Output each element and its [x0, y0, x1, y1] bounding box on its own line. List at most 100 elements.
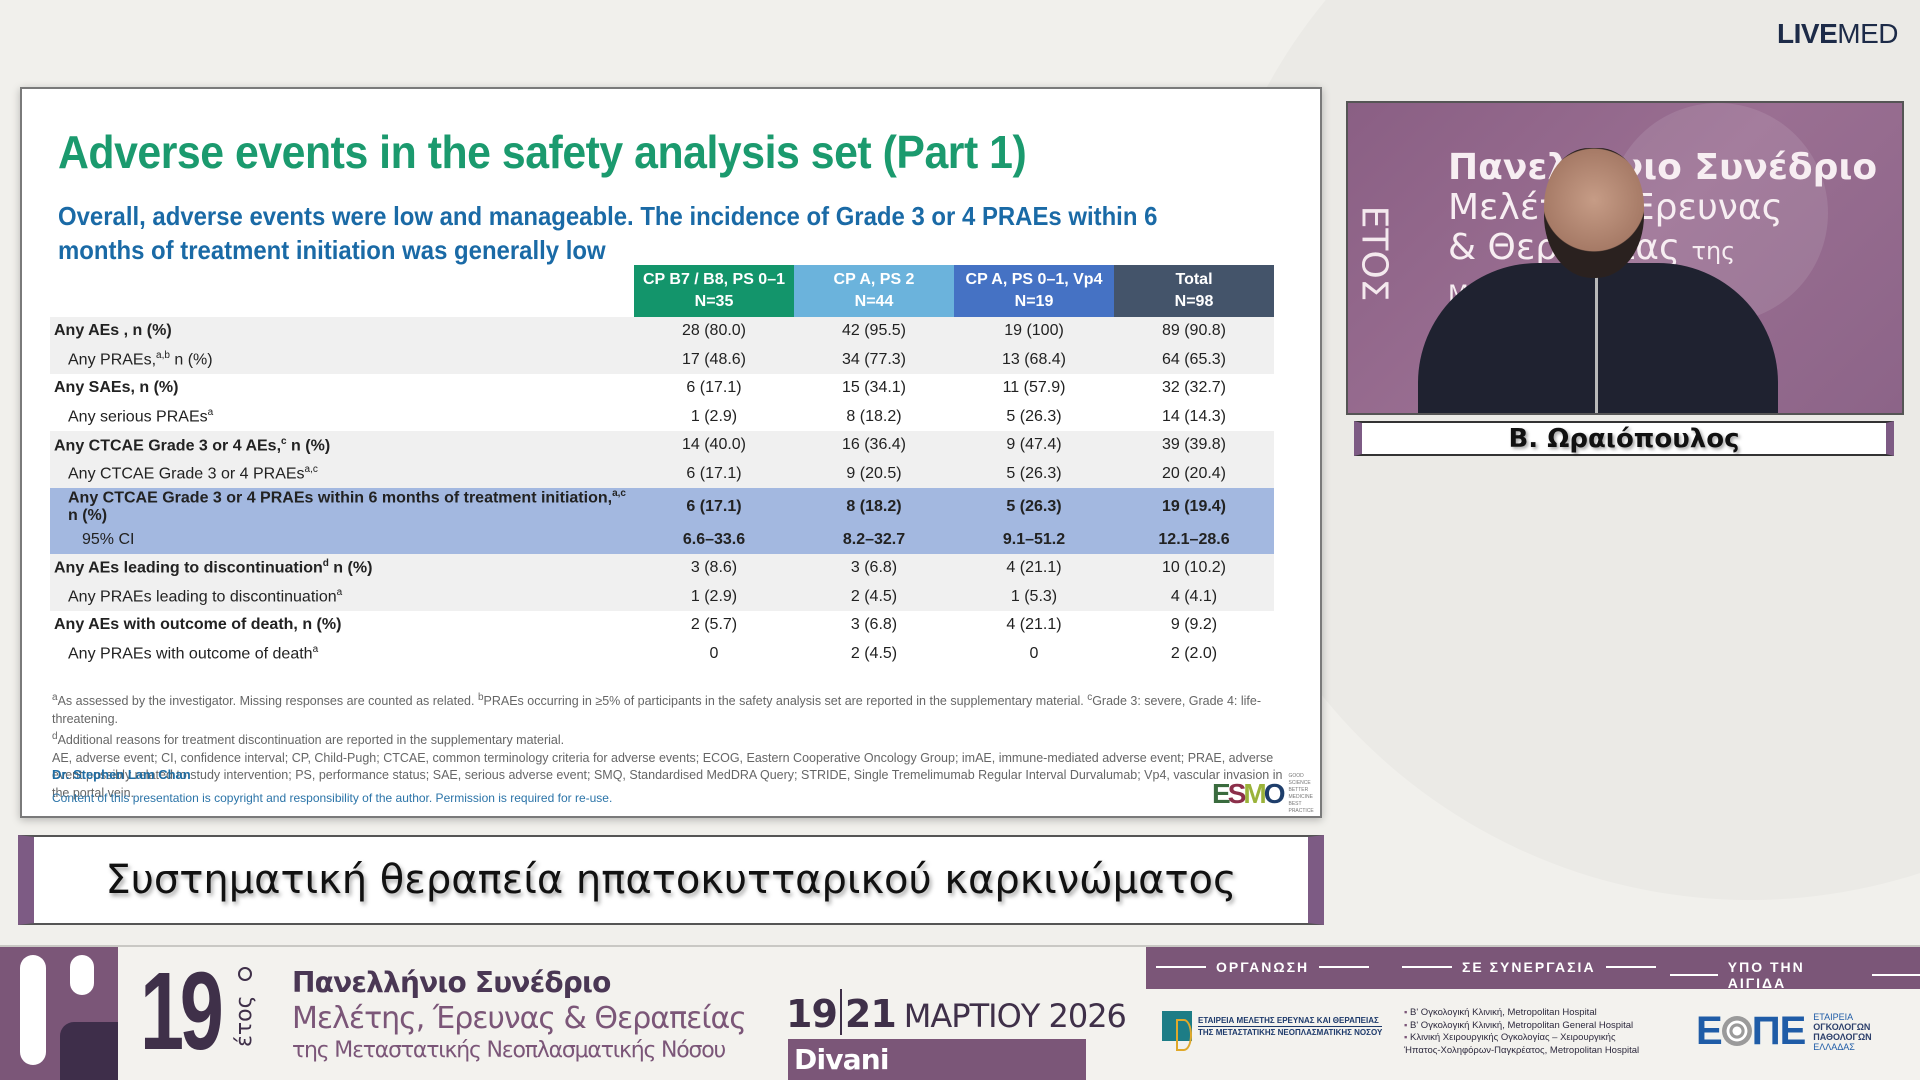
cell: 6 (17.1) — [634, 488, 794, 526]
presentation-slide: Adverse events in the safety analysis se… — [20, 87, 1322, 818]
slide-author: Dr. Stephen Lam Chan — [52, 767, 191, 782]
table-row: Any AEs , n (%) 28 (80.0) 42 (95.5) 19 (… — [50, 317, 1274, 346]
speaker-head — [1544, 148, 1644, 278]
jacket-zipper — [1595, 273, 1598, 413]
cell: 6 (17.1) — [634, 459, 794, 488]
cooperation-list: Β' Ογκολογική Κλινική, Metropolitan Hosp… — [1404, 1007, 1639, 1057]
cell: 20 (20.4) — [1114, 459, 1274, 488]
table-row-highlighted: 95% CI 6.6–33.6 8.2–32.7 9.1–51.2 12.1–2… — [50, 525, 1274, 554]
cell: 3 (8.6) — [634, 553, 794, 583]
cell: 16 (36.4) — [794, 431, 954, 460]
cell: 1 (5.3) — [954, 582, 1114, 611]
column-header-cp-a-ps2: CP A, PS 2 N=44 — [794, 265, 954, 317]
conference-logo-icon — [0, 947, 118, 1080]
row-label: Any CTCAE Grade 3 or 4 AEs,c n (%) — [50, 431, 634, 460]
slide-footnotes: aAs assessed by the investigator. Missin… — [52, 689, 1302, 802]
cell: 19 (19.4) — [1114, 488, 1274, 526]
cell: 32 (32.7) — [1114, 374, 1274, 403]
cooperation-label: ΣΕ ΣΥΝΕΡΓΑΣΙΑ — [1402, 959, 1656, 975]
organizer-logo-icon — [1162, 1011, 1192, 1051]
header-blank — [50, 265, 634, 317]
row-label: 95% CI — [50, 525, 634, 554]
cell: 14 (14.3) — [1114, 402, 1274, 431]
slide-title: Adverse events in the safety analysis se… — [58, 126, 1027, 178]
row-label: Any PRAEs with outcome of deatha — [50, 639, 634, 668]
table-header-row: CP B7 / B8, PS 0–1 N=35 CP A, PS 2 N=44 CP… — [50, 265, 1274, 317]
cell: 9.1–51.2 — [954, 525, 1114, 554]
row-label: Any serious PRAEsa — [50, 402, 634, 431]
list-item: Ήπατος-Χοληφόρων-Παγκρέατος, Metropolita… — [1404, 1044, 1640, 1056]
partners-section: ΟΡΓΑΝΩΣΗ ΣΕ ΣΥΝΕΡΓΑΣΙΑ ΥΠΟ ΤΗΝ ΑΙΓΙΔΑ ΕΤ… — [1146, 947, 1920, 1080]
list-item: Β' Ογκολογική Κλινική, Metropolitan Gene… — [1404, 1020, 1639, 1033]
cell: 39 (39.8) — [1114, 431, 1274, 460]
cell: 2 (4.5) — [794, 639, 954, 668]
table-row: Any SAEs, n (%) 6 (17.1) 15 (34.1) 11 (5… — [50, 374, 1274, 403]
cell: 2 (2.0) — [1114, 639, 1274, 668]
cell: 0 — [634, 639, 794, 668]
cell: 4 (21.1) — [954, 553, 1114, 583]
table-row: Any PRAEs leading to discontinuationa 1 … — [50, 582, 1274, 611]
column-header-cp-a-vp4: CP A, PS 0–1, Vp4 N=19 — [954, 265, 1114, 317]
column-header-total: Total N=98 — [1114, 265, 1274, 317]
row-label: Any CTCAE Grade 3 or 4 PRAEsa,c — [50, 459, 634, 488]
cell: 14 (40.0) — [634, 431, 794, 460]
cell: 13 (68.4) — [954, 345, 1114, 374]
footnote-line-1: aAs assessed by the investigator. Missin… — [52, 692, 1262, 726]
cell: 1 (2.9) — [634, 402, 794, 431]
speaker-figure — [1418, 263, 1778, 413]
row-label: Any CTCAE Grade 3 or 4 PRAEs within 6 mo… — [50, 488, 634, 526]
list-item: Κλινική Χειρουργικής Ογκολογίας – Χειρου… — [1404, 1032, 1639, 1045]
footnote-line-2: dAdditional reasons for treatment discon… — [52, 731, 565, 748]
table-row-highlighted: Any CTCAE Grade 3 or 4 PRAEs within 6 mo… — [50, 488, 1274, 526]
conference-banner: 19 έτος Πανελλήνιο Συνέδριο Μελέτης, Έρε… — [0, 945, 1920, 1080]
row-label: Any AEs with outcome of death, n (%) — [50, 610, 634, 640]
footnote-abbreviations: AE, adverse event; CI, confidence interv… — [52, 750, 1283, 800]
cell: 19 (100) — [954, 317, 1114, 346]
slide-copyright: Content of this presentation is copyrigh… — [52, 791, 613, 805]
cell: 89 (90.8) — [1114, 317, 1274, 346]
list-item: Β' Ογκολογική Κλινική, Metropolitan Hosp… — [1404, 1007, 1639, 1020]
conference-venue: Divani Caravel,Αθήνα — [788, 1039, 1086, 1080]
cell: 9 (47.4) — [954, 431, 1114, 460]
table-row: Any CTCAE Grade 3 or 4 PRAEsa,c 6 (17.1)… — [50, 459, 1274, 488]
table-row: Any AEs with outcome of death, n (%) 2 (… — [50, 610, 1274, 640]
adverse-events-table: CP B7 / B8, PS 0–1 N=35 CP A, PS 2 N=44 CP… — [50, 265, 1274, 668]
esmo-logo: ESMO GOOD SCIENCE BETTER MEDICINE BEST PRA… — [1212, 773, 1314, 814]
cell: 3 (6.8) — [794, 610, 954, 640]
conference-date: 19 21 ΜΑΡΤΙΟΥ 2026 — [786, 989, 1127, 1036]
cell: 8 (18.2) — [794, 402, 954, 431]
edition-number: 19 — [140, 950, 224, 1073]
table-row: Any PRAEs,a,b n (%) 17 (48.6) 34 (77.3) … — [50, 345, 1274, 374]
cell: 6 (17.1) — [634, 374, 794, 403]
ordinal-circle-icon — [238, 967, 252, 981]
cell: 6.6–33.6 — [634, 525, 794, 554]
table-row: Any CTCAE Grade 3 or 4 AEs,c n (%) 14 (4… — [50, 431, 1274, 460]
eope-logo: Ε ΠΕ ΕΤΑΙΡΕΙΑ ΟΓΚΟΛΟΓΩΝ ΠΑΘΟΛΟΓΩΝ ΕΛΛΑΔΑΣ — [1696, 1009, 1872, 1053]
cell: 5 (26.3) — [954, 459, 1114, 488]
edition-etos: έτος — [232, 995, 257, 1047]
speaker-name-bar: Β. Ωραιόπουλος — [1354, 421, 1894, 456]
auspices-label: ΥΠΟ ΤΗΝ ΑΙΓΙΔΑ — [1670, 959, 1920, 991]
cell: 10 (10.2) — [1114, 553, 1274, 583]
conference-name: Πανελλήνιο Συνέδριο Μελέτης, Έρευνας & Θ… — [292, 966, 747, 1063]
slide-subtitle: Overall, adverse events were low and man… — [58, 201, 1158, 265]
cell: 9 (20.5) — [794, 459, 954, 488]
backdrop-etos-text: ΕΤΟΣ — [1353, 205, 1395, 302]
speaker-video-feed: ΕΤΟΣ Πανελλήνιο Συνέδριο Μελέτης, Έρευνα… — [1346, 101, 1904, 415]
swirl-icon — [1721, 1016, 1752, 1046]
cell: 28 (80.0) — [634, 317, 794, 346]
cell: 5 (26.3) — [954, 402, 1114, 431]
cell: 4 (4.1) — [1114, 582, 1274, 611]
table-row: Any serious PRAEsa 1 (2.9) 8 (18.2) 5 (2… — [50, 402, 1274, 431]
table-row: Any PRAEs with outcome of deatha 0 2 (4.… — [50, 639, 1274, 668]
cell: 3 (6.8) — [794, 553, 954, 583]
cell: 1 (2.9) — [634, 582, 794, 611]
table-row: Any AEs leading to discontinuationd n (%… — [50, 553, 1274, 583]
cell: 15 (34.1) — [794, 374, 954, 403]
cell: 11 (57.9) — [954, 374, 1114, 403]
cell: 4 (21.1) — [954, 610, 1114, 640]
row-label: Any PRAEs leading to discontinuationa — [50, 582, 634, 611]
session-title-bar: Συστηματική θεραπεία ηπατοκυτταρικού καρ… — [18, 835, 1324, 925]
row-label: Any SAEs, n (%) — [50, 374, 634, 403]
row-label: Any AEs , n (%) — [50, 317, 634, 346]
